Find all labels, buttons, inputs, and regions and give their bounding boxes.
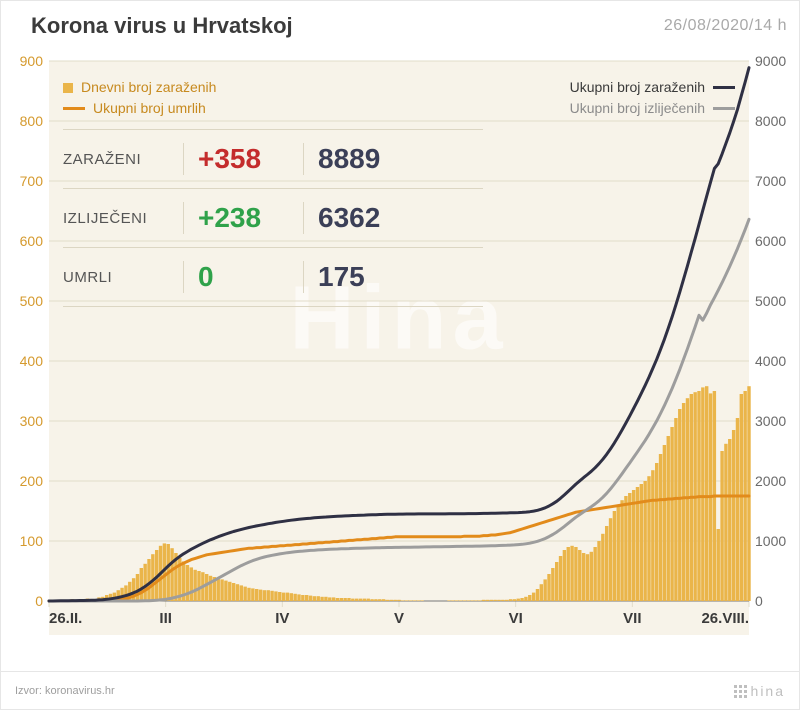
legend-left: Dnevni broj zaraženihUkupni broj umrlih <box>63 77 216 119</box>
plot-area: Hina 01002003004005006007008009000100020… <box>49 61 749 635</box>
stats-delta: +358 <box>183 143 303 175</box>
stats-total: 8889 <box>303 143 443 175</box>
svg-text:VII: VII <box>623 610 641 627</box>
svg-text:V: V <box>394 610 404 627</box>
header: Korona virus u Hrvatskoj 26/08/2020/14 h <box>1 1 799 51</box>
svg-text:100: 100 <box>20 533 44 549</box>
legend-right: Ukupni broj zaraženihUkupni broj izliječ… <box>570 77 735 119</box>
svg-text:6000: 6000 <box>755 233 786 249</box>
svg-text:600: 600 <box>20 233 44 249</box>
stats-label: ZARAŽENI <box>63 151 183 168</box>
svg-text:0: 0 <box>755 593 763 609</box>
stats-delta: +238 <box>183 202 303 234</box>
stats-delta: 0 <box>183 261 303 293</box>
svg-text:IV: IV <box>275 610 289 627</box>
logo: hina <box>734 683 785 699</box>
svg-text:200: 200 <box>20 473 44 489</box>
legend-label: Ukupni broj zaraženih <box>570 77 705 98</box>
legend-item: Ukupni broj izliječenih <box>570 98 735 119</box>
legend-label: Ukupni broj izliječenih <box>570 98 705 119</box>
stats-row: ZARAŽENI+3588889 <box>63 129 483 188</box>
svg-text:800: 800 <box>20 113 44 129</box>
svg-text:2000: 2000 <box>755 473 786 489</box>
svg-text:5000: 5000 <box>755 293 786 309</box>
root: Korona virus u Hrvatskoj 26/08/2020/14 h… <box>0 0 800 710</box>
legend-item: Ukupni broj umrlih <box>63 98 216 119</box>
stats-total: 175 <box>303 261 443 293</box>
legend-item: Ukupni broj zaraženih <box>570 77 735 98</box>
svg-text:3000: 3000 <box>755 413 786 429</box>
legend-swatch-icon <box>713 86 735 89</box>
legend-swatch-icon <box>713 107 735 110</box>
svg-text:400: 400 <box>20 353 44 369</box>
svg-text:1000: 1000 <box>755 533 786 549</box>
legend-item: Dnevni broj zaraženih <box>63 77 216 98</box>
svg-text:VI: VI <box>509 610 523 627</box>
svg-text:7000: 7000 <box>755 173 786 189</box>
stats-row: IZLIJEČENI+2386362 <box>63 188 483 247</box>
svg-text:0: 0 <box>35 593 43 609</box>
legend-label: Ukupni broj umrlih <box>93 98 206 119</box>
footer: Izvor: koronavirus.hr hina <box>1 671 799 709</box>
page-title: Korona virus u Hrvatskoj <box>31 13 293 39</box>
svg-text:26.II.: 26.II. <box>49 610 82 627</box>
stats-label: UMRLI <box>63 269 183 286</box>
svg-text:300: 300 <box>20 413 44 429</box>
svg-text:9000: 9000 <box>755 53 786 69</box>
stats-row: UMRLI0175 <box>63 247 483 307</box>
svg-text:26.VIII.: 26.VIII. <box>701 610 749 627</box>
legend-swatch-icon <box>63 107 85 110</box>
stats-block: ZARAŽENI+3588889IZLIJEČENI+2386362UMRLI0… <box>63 129 483 307</box>
stats-label: IZLIJEČENI <box>63 210 183 227</box>
legend-label: Dnevni broj zaraženih <box>81 77 216 98</box>
source-text: Izvor: koronavirus.hr <box>15 685 115 697</box>
logo-text: hina <box>751 683 785 699</box>
logo-dots-icon <box>734 685 747 698</box>
svg-text:III: III <box>159 610 172 627</box>
stats-total: 6362 <box>303 202 443 234</box>
svg-text:8000: 8000 <box>755 113 786 129</box>
plot-wrap: Hina 01002003004005006007008009000100020… <box>1 51 800 669</box>
svg-text:500: 500 <box>20 293 44 309</box>
legend-swatch-icon <box>63 83 73 93</box>
date-stamp: 26/08/2020/14 h <box>664 17 787 35</box>
svg-text:4000: 4000 <box>755 353 786 369</box>
svg-text:900: 900 <box>20 53 44 69</box>
svg-text:700: 700 <box>20 173 44 189</box>
bars-daily <box>47 386 750 601</box>
